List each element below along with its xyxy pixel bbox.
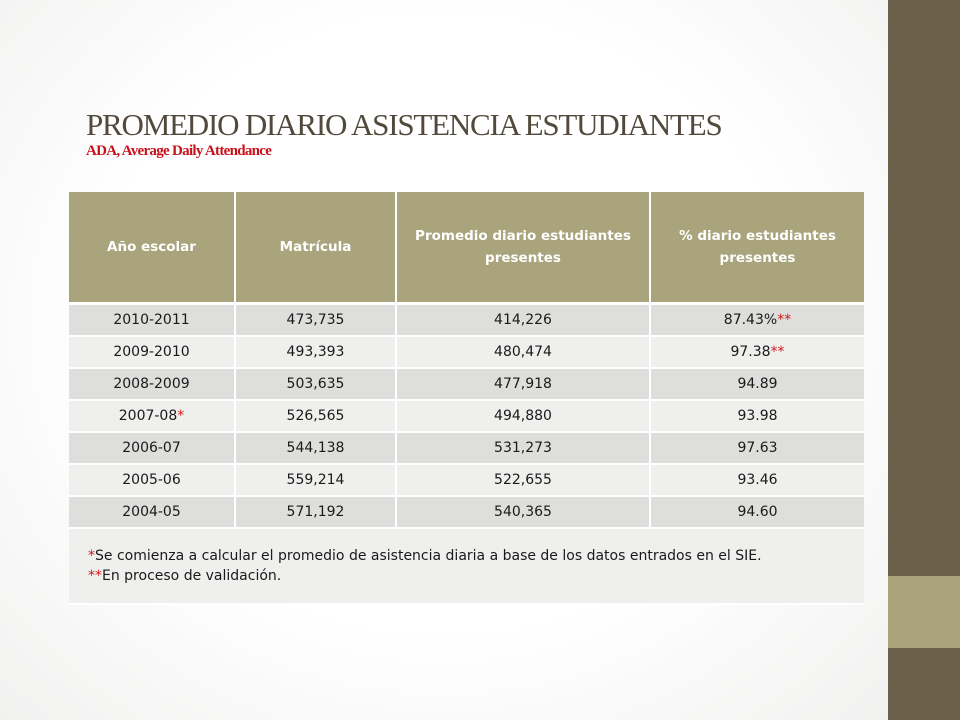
- header-school-year: Año escolar: [69, 192, 236, 305]
- cell-daily-percent: 97.38**: [650, 336, 864, 369]
- percent-text: 93.98: [737, 408, 778, 424]
- slide-title: PROMEDIO DIARIO ASISTENCIA ESTUDIANTES: [86, 107, 723, 142]
- table-row: 2005-06 559,214 522,655 93.46: [69, 464, 864, 497]
- cell-enrollment: 493,393: [235, 336, 397, 369]
- cell-year: 2009-2010: [69, 336, 236, 369]
- cell-daily-average: 494,880: [396, 400, 651, 433]
- percent-text: 94.60: [737, 504, 778, 520]
- sidebar-accent-block: [888, 576, 960, 648]
- header-daily-average: Promedio diario estudiantes presentes: [396, 192, 651, 305]
- year-text: 2004-05: [122, 504, 181, 520]
- cell-daily-percent: 93.98: [650, 400, 864, 433]
- cell-daily-average: 522,655: [396, 464, 651, 497]
- year-text: 2006-07: [122, 440, 181, 456]
- attendance-table: Año escolar Matrícula Promedio diario es…: [69, 192, 864, 605]
- percent-text: 87.43%: [723, 312, 778, 328]
- cell-year: 2006-07: [69, 432, 236, 465]
- cell-enrollment: 503,635: [235, 368, 397, 401]
- cell-daily-percent: 87.43%**: [650, 303, 864, 337]
- table-notes-row: *Se comienza a calcular el promedio de a…: [69, 528, 864, 605]
- cell-year: 2010-2011: [69, 303, 236, 337]
- cell-enrollment: 473,735: [235, 303, 397, 337]
- percent-text: 97.38: [730, 344, 771, 360]
- table-row: 2007-08* 526,565 494,880 93.98: [69, 400, 864, 433]
- table-row: 2006-07 544,138 531,273 97.63: [69, 432, 864, 465]
- cell-daily-average: 531,273: [396, 432, 651, 465]
- year-text: 2005-06: [122, 472, 181, 488]
- cell-enrollment: 526,565: [235, 400, 397, 433]
- cell-year: 2007-08*: [69, 400, 236, 433]
- cell-daily-percent: 94.60: [650, 496, 864, 529]
- year-mark: *: [177, 408, 185, 424]
- footnote-text: En proceso de validación.: [102, 568, 282, 584]
- table-row: 2004-05 571,192 540,365 94.60: [69, 496, 864, 529]
- year-text: 2008-2009: [113, 376, 190, 392]
- cell-enrollment: 571,192: [235, 496, 397, 529]
- table-header-row: Año escolar Matrícula Promedio diario es…: [69, 192, 864, 305]
- footnote-mark: **: [88, 568, 102, 584]
- footnote-mark: *: [88, 548, 95, 564]
- year-text: 2010-2011: [113, 312, 190, 328]
- title-block: PROMEDIO DIARIO ASISTENCIA ESTUDIANTES A…: [86, 108, 866, 160]
- header-daily-percent: % diario estudiantes presentes: [650, 192, 864, 305]
- percent-mark: **: [777, 312, 792, 328]
- cell-daily-percent: 94.89: [650, 368, 864, 401]
- year-text: 2009-2010: [113, 344, 190, 360]
- table-row: 2009-2010 493,393 480,474 97.38**: [69, 336, 864, 369]
- cell-year: 2005-06: [69, 464, 236, 497]
- cell-daily-average: 414,226: [396, 303, 651, 337]
- cell-enrollment: 544,138: [235, 432, 397, 465]
- cell-year: 2004-05: [69, 496, 236, 529]
- footnote-2: **En proceso de validación.: [88, 566, 864, 586]
- footnote-text: Se comienza a calcular el promedio de as…: [95, 548, 762, 564]
- cell-daily-percent: 97.63: [650, 432, 864, 465]
- percent-text: 94.89: [737, 376, 778, 392]
- footnote-1: *Se comienza a calcular el promedio de a…: [88, 546, 864, 566]
- cell-daily-average: 480,474: [396, 336, 651, 369]
- percent-text: 97.63: [737, 440, 778, 456]
- notes-cell: *Se comienza a calcular el promedio de a…: [69, 528, 864, 605]
- cell-daily-percent: 93.46: [650, 464, 864, 497]
- percent-mark: **: [770, 344, 785, 360]
- percent-text: 93.46: [737, 472, 778, 488]
- table-row: 2008-2009 503,635 477,918 94.89: [69, 368, 864, 401]
- cell-year: 2008-2009: [69, 368, 236, 401]
- header-enrollment: Matrícula: [235, 192, 397, 305]
- cell-enrollment: 559,214: [235, 464, 397, 497]
- cell-daily-average: 477,918: [396, 368, 651, 401]
- table-row: 2010-2011 473,735 414,226 87.43%**: [69, 303, 864, 337]
- cell-daily-average: 540,365: [396, 496, 651, 529]
- slide-subtitle: ADA, Average Daily Attendance: [86, 143, 272, 159]
- year-text: 2007-08: [118, 408, 178, 424]
